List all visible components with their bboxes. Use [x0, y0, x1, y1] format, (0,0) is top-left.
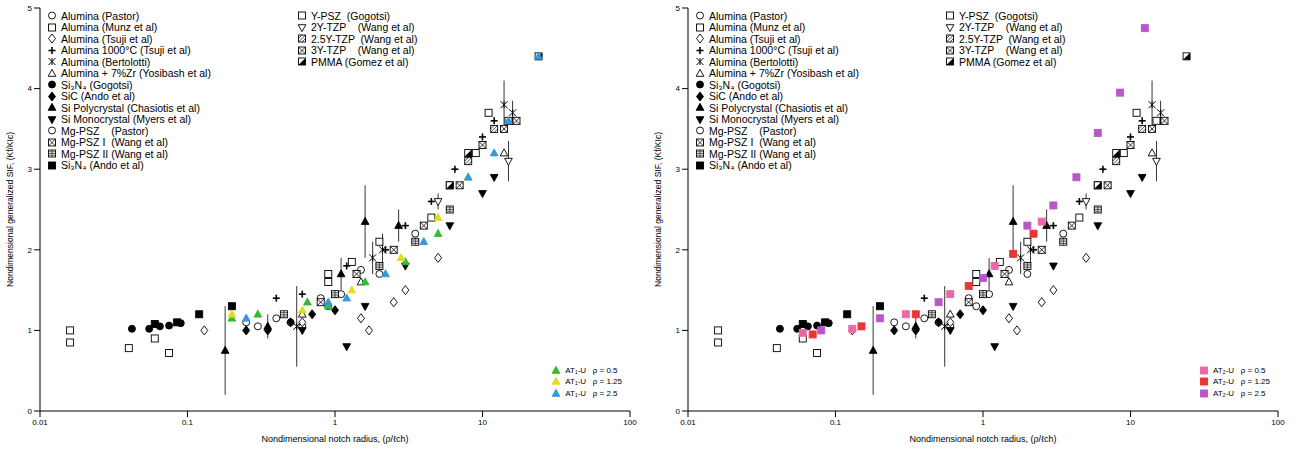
- html-text:AT₁-U ρ = 2.5: AT₁-U ρ = 2.5: [565, 388, 618, 398]
- svg-text:0: 0: [28, 407, 33, 416]
- svg-text:1: 1: [28, 326, 33, 335]
- html-text:2Y-TZP (Wang et al): 2Y-TZP (Wang et al): [959, 21, 1063, 34]
- html-text:Si Polycrystal (Chasiotis et a: Si Polycrystal (Chasiotis et al): [61, 101, 200, 114]
- svg-text:3: 3: [28, 165, 33, 174]
- html-text:Mg-PSZ (Pastor): Mg-PSZ (Pastor): [709, 124, 797, 137]
- html-text:Y-PSZ (Gogotsi): Y-PSZ (Gogotsi): [959, 9, 1038, 22]
- svg-text:0.1: 0.1: [182, 418, 194, 427]
- html-text:Mg-PSZ I (Wang et al): Mg-PSZ I (Wang et al): [61, 136, 168, 149]
- html-text:Alumina (Pastor): Alumina (Pastor): [709, 9, 788, 22]
- html-text:Si₃N₄ (Gogotsi): Si₃N₄ (Gogotsi): [709, 78, 781, 91]
- html-text:2.5Y-TZP (Wang et al): 2.5Y-TZP (Wang et al): [311, 32, 418, 45]
- svg-text:0: 0: [676, 407, 681, 416]
- html-text:Alumina (Munz et al): Alumina (Munz et al): [709, 21, 806, 34]
- html-text:Alumina (Bertolotti): Alumina (Bertolotti): [61, 55, 151, 68]
- html-text:Si₃N₄ (Ando et al): Si₃N₄ (Ando et al): [709, 159, 792, 172]
- html-text:AT₂-U ρ = 1.25: AT₂-U ρ = 1.25: [1212, 377, 1270, 387]
- svg-text:10: 10: [478, 418, 487, 427]
- html-text:3Y-TZP (Wang et al): 3Y-TZP (Wang et al): [959, 44, 1063, 57]
- svg-text:Nondimensional notch radius, (: Nondimensional notch radius, (ρ/ℓch): [261, 434, 408, 444]
- html-text:2Y-TZP (Wang et al): 2Y-TZP (Wang et al): [311, 21, 415, 34]
- svg-text:0.1: 0.1: [830, 418, 842, 427]
- html-text:Si₃N₄ (Ando et al): Si₃N₄ (Ando et al): [61, 159, 144, 172]
- html-text:Alumina (Tsuji et al): Alumina (Tsuji et al): [709, 32, 801, 45]
- html-text:Si Polycrystal (Chasiotis et a: Si Polycrystal (Chasiotis et al): [709, 101, 848, 114]
- svg-text:5: 5: [28, 4, 33, 13]
- html-text:PMMA (Gomez et al): PMMA (Gomez et al): [311, 55, 409, 68]
- svg-text:Nondimensional generalized SIF: Nondimensional generalized SIF, (Kf/KIc): [653, 132, 663, 287]
- svg-text:Nondimensional generalized SIF: Nondimensional generalized SIF, (Kf/KIc): [8, 132, 15, 287]
- html-text:PMMA (Gomez et al): PMMA (Gomez et al): [959, 55, 1057, 68]
- svg-text:0.01: 0.01: [680, 418, 696, 427]
- html-text:Si Monocrystal (Myers et al): Si Monocrystal (Myers et al): [709, 113, 840, 126]
- html-text:Alumina 1000°C (Tsuji et al): Alumina 1000°C (Tsuji et al): [61, 44, 191, 57]
- html-text:Mg-PSZ II (Wang et al): Mg-PSZ II (Wang et al): [709, 147, 816, 160]
- svg-text:Nondimensional notch radius, (: Nondimensional notch radius, (ρ/ℓch): [909, 434, 1056, 444]
- html-text:Alumina (Pastor): Alumina (Pastor): [61, 9, 140, 22]
- html-text:AT₁-U ρ = 0.5: AT₁-U ρ = 0.5: [565, 365, 618, 375]
- svg-text:1: 1: [676, 326, 681, 335]
- html-text:SiC (Ando et al): SiC (Ando et al): [709, 90, 784, 103]
- html-text:Alumina (Tsuji et al): Alumina (Tsuji et al): [61, 32, 153, 45]
- html-text:Alumina (Munz et al): Alumina (Munz et al): [61, 21, 158, 34]
- html-text:Y-PSZ (Gogotsi): Y-PSZ (Gogotsi): [311, 9, 390, 22]
- svg-text:2: 2: [28, 246, 33, 255]
- html-text:2.5Y-TZP (Wang et al): 2.5Y-TZP (Wang et al): [959, 32, 1066, 45]
- html-text:Alumina 1000°C (Tsuji et al): Alumina 1000°C (Tsuji et al): [709, 44, 839, 57]
- svg-text:2: 2: [676, 246, 681, 255]
- html-text:Mg-PSZ I (Wang et al): Mg-PSZ I (Wang et al): [709, 136, 816, 149]
- svg-text:100: 100: [1271, 418, 1285, 427]
- html-text:Alumina + 7%Zr (Yosibash et al: Alumina + 7%Zr (Yosibash et al): [709, 67, 859, 80]
- html-text:Alumina + 7%Zr (Yosibash et al: Alumina + 7%Zr (Yosibash et al): [61, 67, 211, 80]
- html-text:AT₂-U ρ = 0.5: AT₂-U ρ = 0.5: [1212, 365, 1266, 375]
- html-text:Si Monocrystal (Myers et al): Si Monocrystal (Myers et al): [61, 113, 192, 126]
- html-text:Mg-PSZ II (Wang et al): Mg-PSZ II (Wang et al): [61, 147, 168, 160]
- svg-text:1: 1: [333, 418, 338, 427]
- html-text:SiC (Ando et al): SiC (Ando et al): [61, 90, 136, 103]
- html-text:Mg-PSZ (Pastor): Mg-PSZ (Pastor): [61, 124, 149, 137]
- svg-text:0.01: 0.01: [32, 418, 48, 427]
- svg-text:100: 100: [623, 418, 637, 427]
- svg-text:4: 4: [28, 84, 33, 93]
- svg-text:5: 5: [676, 4, 681, 13]
- svg-text:1: 1: [981, 418, 986, 427]
- html-text:AT₂-U ρ = 2.5: AT₂-U ρ = 2.5: [1212, 388, 1266, 398]
- html-text:AT₁-U ρ = 1.25: AT₁-U ρ = 1.25: [565, 377, 622, 387]
- svg-text:3: 3: [676, 165, 681, 174]
- svg-text:10: 10: [1126, 418, 1135, 427]
- html-text:Alumina (Bertolotti): Alumina (Bertolotti): [709, 55, 799, 68]
- svg-text:4: 4: [676, 84, 681, 93]
- html-text:Si₃N₄ (Gogotsi): Si₃N₄ (Gogotsi): [61, 78, 133, 91]
- html-text:3Y-TZP (Wang et al): 3Y-TZP (Wang et al): [311, 44, 415, 57]
